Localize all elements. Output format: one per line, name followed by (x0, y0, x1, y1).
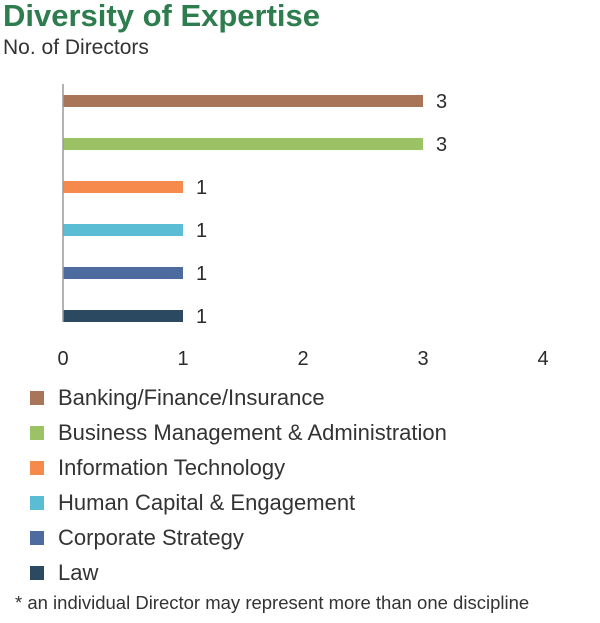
x-tick-label-0: 0 (57, 348, 68, 370)
legend-swatch (30, 425, 44, 440)
legend-label: Law (58, 559, 99, 585)
bar-3 (63, 181, 183, 193)
legend-label: Business Management & Administration (58, 419, 447, 445)
bar-value-label-4: 1 (196, 220, 207, 242)
legend-item: Corporate Strategy (30, 520, 447, 555)
legend-swatch (30, 530, 44, 545)
x-tick-label-1: 1 (177, 348, 188, 370)
legend: Banking/Finance/Insurance Business Manage… (30, 380, 447, 590)
x-tick-label-3: 3 (417, 348, 428, 370)
legend-item: Business Management & Administration (30, 415, 447, 450)
legend-item: Law (30, 555, 447, 590)
x-tick-label-4: 4 (537, 348, 548, 370)
footnote: * an individual Director may represent m… (15, 592, 530, 613)
bar-value-label-2: 3 (436, 134, 447, 156)
bar-value-label-1: 3 (436, 91, 447, 113)
bar-1 (63, 95, 423, 107)
bar-value-label-5: 1 (196, 263, 207, 285)
legend-item: Banking/Finance/Insurance (30, 380, 447, 415)
bar-2 (63, 138, 423, 150)
x-tick-label-2: 2 (297, 348, 308, 370)
legend-label: Corporate Strategy (58, 524, 244, 550)
legend-label: Human Capital & Engagement (58, 489, 356, 515)
bar-4 (63, 224, 183, 236)
bar-6 (63, 310, 183, 322)
bar-value-label-6: 1 (196, 306, 207, 328)
bar-value-label-3: 1 (196, 177, 207, 199)
legend-swatch (30, 495, 44, 510)
legend-item: Human Capital & Engagement (30, 485, 447, 520)
legend-item: Information Technology (30, 450, 447, 485)
legend-swatch (30, 565, 44, 580)
chart-subtitle: No. of Directors (3, 36, 149, 59)
bar-5 (63, 267, 183, 279)
legend-label: Information Technology (58, 454, 286, 480)
legend-swatch (30, 460, 44, 475)
legend-label: Banking/Finance/Insurance (58, 384, 325, 410)
legend-swatch (30, 390, 44, 405)
chart-title: Diversity of Expertise (3, 0, 321, 33)
